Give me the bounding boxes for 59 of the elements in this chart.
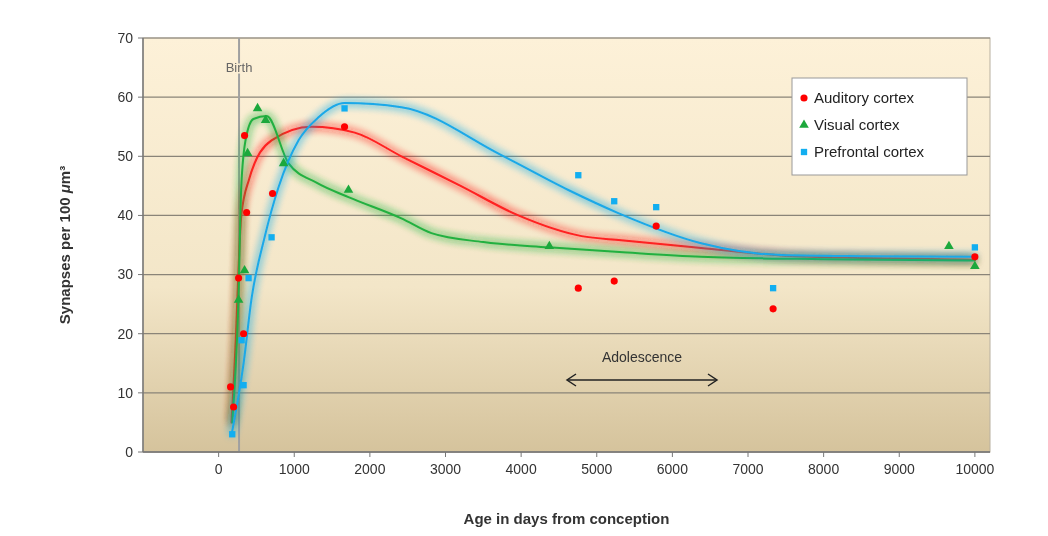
y-axis-title: Synapses per 100 μm³ bbox=[56, 165, 73, 325]
point bbox=[233, 294, 244, 303]
point bbox=[230, 403, 238, 411]
x-tick-label: 0 bbox=[214, 461, 223, 477]
point bbox=[252, 102, 263, 112]
point bbox=[268, 234, 275, 241]
x-tick-label: 9000 bbox=[883, 461, 916, 477]
legend-label: Prefrontal cortex bbox=[814, 143, 925, 161]
x-tick-label: 10000 bbox=[955, 461, 995, 477]
x-tick-label: 8000 bbox=[808, 461, 840, 477]
point bbox=[229, 431, 236, 438]
point bbox=[245, 274, 252, 282]
point bbox=[341, 105, 348, 112]
point bbox=[575, 172, 582, 179]
point bbox=[611, 198, 618, 205]
point bbox=[268, 189, 277, 198]
point bbox=[340, 123, 349, 131]
x-tick-label: 7000 bbox=[732, 461, 764, 477]
x-tick-label: 3000 bbox=[429, 461, 462, 477]
y-tick-label: 70 bbox=[117, 29, 134, 46]
point bbox=[241, 132, 249, 140]
point bbox=[769, 285, 777, 292]
annotation: Adolescence bbox=[601, 349, 683, 365]
point bbox=[610, 277, 618, 285]
x-tick-label: 2000 bbox=[354, 461, 386, 477]
point bbox=[970, 260, 980, 270]
x-tick-label: 6000 bbox=[656, 461, 689, 477]
point bbox=[574, 284, 582, 292]
point bbox=[971, 253, 979, 261]
x-tick-label: 5000 bbox=[581, 461, 613, 477]
point bbox=[240, 330, 248, 338]
point bbox=[242, 147, 253, 157]
y-tick-label: 20 bbox=[117, 325, 134, 342]
point bbox=[278, 157, 289, 167]
y-tick-label: 50 bbox=[117, 148, 134, 165]
point bbox=[239, 264, 250, 274]
point bbox=[971, 244, 979, 251]
point bbox=[652, 222, 660, 230]
point bbox=[653, 203, 660, 211]
y-tick-label: 0 bbox=[125, 443, 134, 460]
y-tick-label: 10 bbox=[117, 384, 134, 401]
legend-label: Visual cortex bbox=[814, 116, 901, 134]
point bbox=[944, 240, 954, 249]
point bbox=[238, 337, 245, 344]
x-tick-label: 4000 bbox=[505, 461, 537, 477]
point bbox=[544, 240, 555, 249]
point bbox=[243, 208, 251, 217]
x-tick-label: 1000 bbox=[278, 461, 311, 477]
point bbox=[235, 274, 243, 282]
point bbox=[240, 382, 247, 389]
point bbox=[343, 184, 354, 193]
point bbox=[227, 383, 235, 391]
point bbox=[260, 114, 271, 123]
y-tick-label: 60 bbox=[117, 89, 134, 106]
y-tick-label: 40 bbox=[117, 207, 134, 224]
y-tick-label: 30 bbox=[117, 266, 134, 283]
x-axis-title: Age in days from conception bbox=[463, 510, 670, 527]
point bbox=[769, 305, 777, 313]
legend-label: Auditory cortex bbox=[814, 89, 915, 107]
